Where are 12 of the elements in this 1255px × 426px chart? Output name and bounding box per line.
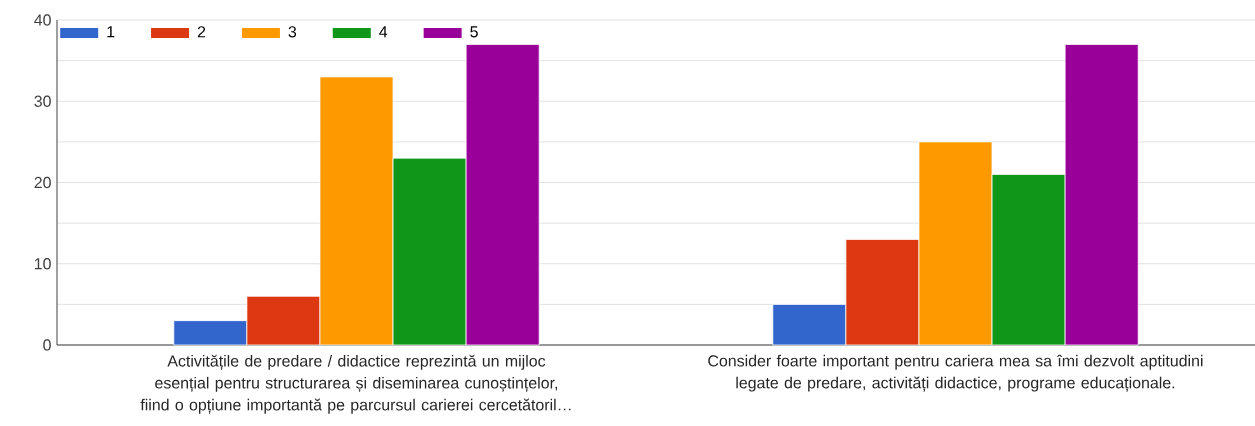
x-tick-label: Activitățile de predare / didactice reprezintă un mijloc esențial pentru structurarea și diseminarea cunoștințelor, fiind o opțiune importantă pe parcursul carierei cercetătoril… (140, 354, 571, 414)
legend-label: 2 (197, 26, 206, 38)
legend-label: 5 (470, 26, 478, 38)
y-tick-label: 40 (34, 14, 51, 26)
legend-label: 1 (107, 26, 115, 38)
y-tick-label: 0 (43, 339, 51, 351)
y-tick-label: 20 (34, 176, 51, 189)
y-tick-label: 30 (34, 95, 51, 107)
y-tick-label: 10 (34, 258, 51, 270)
x-tick-label: Consider foarte important pentru cariera mea sa îmi dezvolt aptitudini legate de predare, activități didactice, programe educaționale. (708, 354, 1203, 392)
legend-label: 3 (288, 26, 297, 38)
legend-label: 4 (379, 26, 388, 38)
